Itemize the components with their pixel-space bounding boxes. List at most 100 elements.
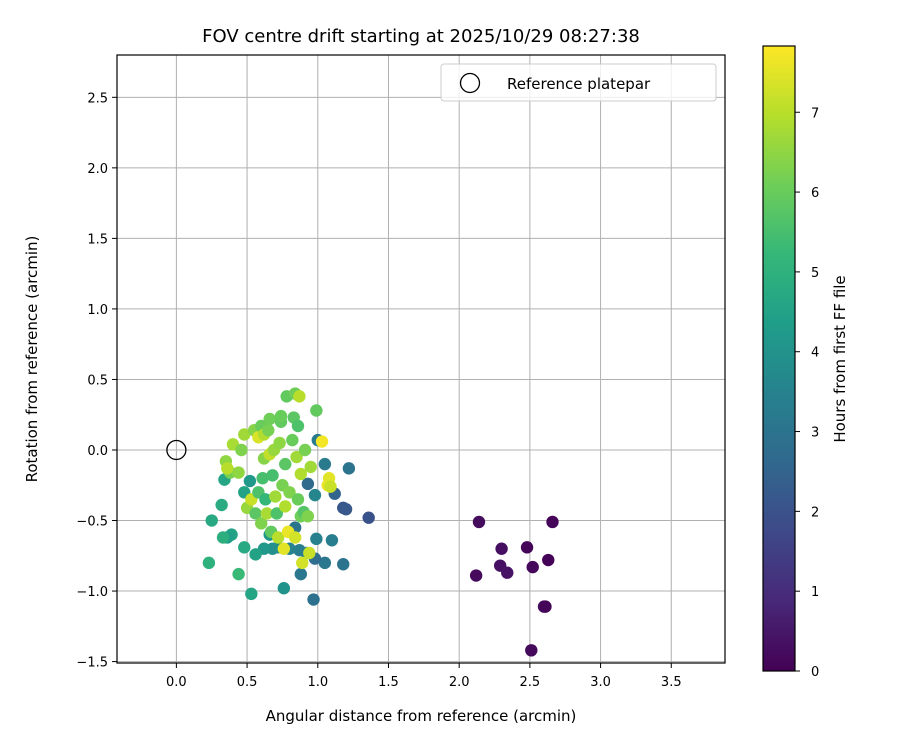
data-point: [260, 507, 274, 520]
data-point: [205, 514, 218, 527]
colorbar: 0 1 2 3 4 5 6 7 Hours from first FF file: [762, 45, 849, 680]
data-point: [249, 507, 262, 520]
data-point: [249, 548, 262, 561]
scatter-points: [202, 387, 559, 657]
data-point: [288, 531, 302, 544]
data-point: [266, 542, 279, 555]
data-point: [232, 567, 245, 581]
data-point: [245, 587, 258, 601]
data-point: [526, 560, 539, 574]
data-point: [269, 490, 282, 503]
data-point: [243, 474, 257, 488]
data-point: [215, 498, 228, 512]
data-point: [301, 477, 315, 491]
x-tick-label: 0.0: [166, 675, 187, 690]
data-point: [337, 558, 350, 571]
data-point: [308, 488, 322, 502]
y-tick-label: −1.0: [76, 585, 108, 600]
x-tick-label: 3.5: [661, 675, 682, 690]
data-point: [472, 515, 486, 529]
data-point: [293, 390, 306, 403]
data-point: [362, 511, 375, 524]
colorbar-tick-label: 7: [811, 106, 819, 121]
y-axis-label: Rotation from reference (arcmin): [23, 236, 41, 483]
y-tick-label: 1.5: [87, 232, 108, 247]
data-point: [542, 553, 555, 567]
data-point: [318, 556, 332, 570]
data-point: [235, 443, 248, 457]
data-point: [310, 404, 323, 417]
colorbar-tick-label: 1: [811, 585, 819, 600]
data-point: [501, 566, 514, 579]
data-point: [283, 486, 296, 499]
data-point: [546, 515, 559, 529]
data-point: [318, 457, 332, 471]
data-point: [216, 531, 230, 544]
colorbar-tick-label: 4: [811, 346, 819, 361]
grid-lines: [117, 55, 725, 663]
y-axis-ticks: −1.5 −1.0 −0.5 0.0 0.5 1.0 1.5 2.0 2.5: [76, 91, 117, 671]
data-point: [307, 593, 320, 606]
x-tick-label: 3.0: [590, 675, 611, 690]
y-tick-label: −1.5: [76, 656, 108, 671]
legend-marker-reference: [459, 72, 481, 94]
y-tick-label: 1.0: [87, 303, 108, 318]
data-point: [259, 493, 272, 506]
data-point: [238, 428, 251, 441]
data-point: [263, 412, 276, 426]
x-tick-label: 2.5: [520, 675, 541, 690]
x-tick-label: 0.5: [237, 675, 258, 690]
x-axis-ticks: 0.0 0.5 1.0 1.5 2.0 2.5 3.0 3.5: [166, 663, 682, 690]
data-point: [539, 600, 552, 613]
colorbar-ticks: 0 1 2 3 4 5 6 7: [795, 106, 819, 680]
x-axis-label: Angular distance from reference (arcmin): [266, 707, 577, 725]
data-point: [525, 644, 538, 657]
data-point: [291, 493, 305, 506]
data-point: [290, 450, 303, 464]
colorbar-tick-label: 5: [811, 266, 819, 281]
data-point: [293, 543, 306, 557]
data-point: [286, 433, 299, 447]
x-tick-label: 1.5: [378, 675, 399, 690]
data-point: [256, 472, 269, 485]
data-point: [291, 419, 305, 433]
data-point: [339, 503, 353, 516]
data-point: [238, 541, 251, 554]
data-point: [279, 500, 292, 513]
colorbar-tick-label: 0: [811, 665, 819, 680]
reference-platepar-marker: [166, 439, 187, 461]
y-tick-label: 0.0: [87, 444, 108, 459]
data-point: [273, 436, 286, 450]
y-tick-label: 0.5: [87, 373, 108, 388]
legend-box: [440, 63, 717, 102]
data-point: [279, 457, 292, 471]
colorbar-tick-label: 6: [811, 186, 819, 201]
data-point: [324, 480, 337, 493]
x-tick-label: 2.0: [449, 675, 470, 690]
data-point: [271, 531, 285, 544]
y-tick-label: −0.5: [76, 515, 108, 530]
data-point: [232, 466, 245, 479]
colorbar-label: Hours from first FF file: [831, 275, 849, 442]
x-tick-label: 1.0: [307, 675, 328, 690]
colorbar-gradient: [763, 46, 795, 671]
y-tick-label: 2.5: [87, 91, 108, 106]
data-point: [262, 424, 275, 437]
data-point: [296, 556, 309, 570]
y-tick-label: 2.0: [87, 162, 108, 177]
colorbar-tick-label: 2: [811, 505, 819, 520]
data-point: [298, 443, 312, 457]
data-point: [202, 556, 216, 570]
data-point: [310, 532, 323, 546]
legend: Reference platepar: [440, 63, 717, 102]
colorbar-frame: [762, 45, 796, 672]
data-point: [520, 541, 534, 554]
data-point: [301, 510, 315, 523]
data-point: [294, 467, 308, 481]
reference-marker-layer: [166, 439, 187, 461]
data-point: [304, 460, 317, 474]
data-point: [303, 546, 316, 560]
data-point: [277, 582, 291, 595]
